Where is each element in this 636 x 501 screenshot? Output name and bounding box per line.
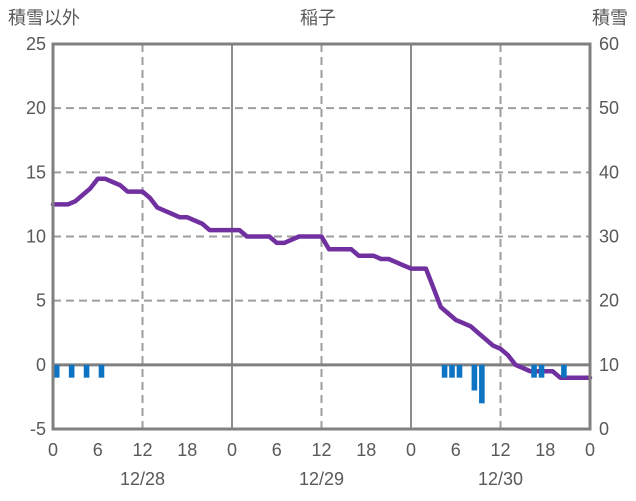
y-right-tick-label: 0 bbox=[599, 419, 609, 439]
y-right-tick-label: 20 bbox=[599, 291, 619, 311]
precip-bar bbox=[531, 364, 537, 378]
x-hour-tick-label: 6 bbox=[93, 440, 103, 460]
x-hour-tick-label: 12 bbox=[490, 440, 510, 460]
x-hour-tick-label: 12 bbox=[311, 440, 331, 460]
x-date-label: 12/29 bbox=[299, 469, 344, 489]
x-hour-tick-label: 18 bbox=[535, 440, 555, 460]
x-hour-tick-label: 12 bbox=[132, 440, 152, 460]
y-right-tick-label: 10 bbox=[599, 355, 619, 375]
x-hour-tick-label: 6 bbox=[272, 440, 282, 460]
precip-bar bbox=[98, 364, 105, 378]
y-left-tick-label: 5 bbox=[36, 291, 46, 311]
y-left-tick-label: 15 bbox=[26, 162, 46, 182]
y-left-tick-label: 20 bbox=[26, 98, 46, 118]
precip-bar bbox=[68, 364, 75, 378]
y-left-tick-label: 25 bbox=[26, 34, 46, 54]
y-left-tick-label: 0 bbox=[36, 355, 46, 375]
plot-frame bbox=[51, 42, 592, 431]
left-axis-title: 積雪以外 bbox=[8, 8, 80, 28]
precip-bar bbox=[471, 364, 478, 391]
precip-bar bbox=[561, 364, 567, 378]
y-right-tick-label: 30 bbox=[599, 227, 619, 247]
x-hour-tick-label: 18 bbox=[177, 440, 197, 460]
x-hour-tick-label: 0 bbox=[585, 440, 595, 460]
chart-title-station: 稲子 bbox=[300, 8, 336, 28]
y-right-tick-label: 50 bbox=[599, 98, 619, 118]
precip-bar bbox=[538, 364, 545, 378]
y-left-tick-label: -5 bbox=[30, 419, 46, 439]
precip-bar bbox=[456, 364, 463, 378]
x-hour-tick-label: 0 bbox=[227, 440, 237, 460]
x-hour-tick-label: 6 bbox=[451, 440, 461, 460]
precip-bar bbox=[53, 364, 60, 378]
precip-bar bbox=[83, 364, 90, 378]
precip-bar bbox=[449, 364, 455, 378]
x-hour-tick-label: 0 bbox=[48, 440, 58, 460]
right-axis-title: 積雪 bbox=[592, 8, 628, 28]
x-date-label: 12/28 bbox=[120, 469, 165, 489]
snow-depth-line bbox=[50, 176, 593, 380]
x-hour-tick-label: 0 bbox=[406, 440, 416, 460]
x-date-label: 12/30 bbox=[478, 469, 523, 489]
y-left-tick-label: 10 bbox=[26, 227, 46, 247]
y-right-tick-label: 60 bbox=[599, 34, 619, 54]
y-right-tick-label: 40 bbox=[599, 162, 619, 182]
precip-bar bbox=[441, 364, 448, 378]
precip-bar bbox=[479, 364, 485, 404]
x-hour-tick-label: 18 bbox=[356, 440, 376, 460]
